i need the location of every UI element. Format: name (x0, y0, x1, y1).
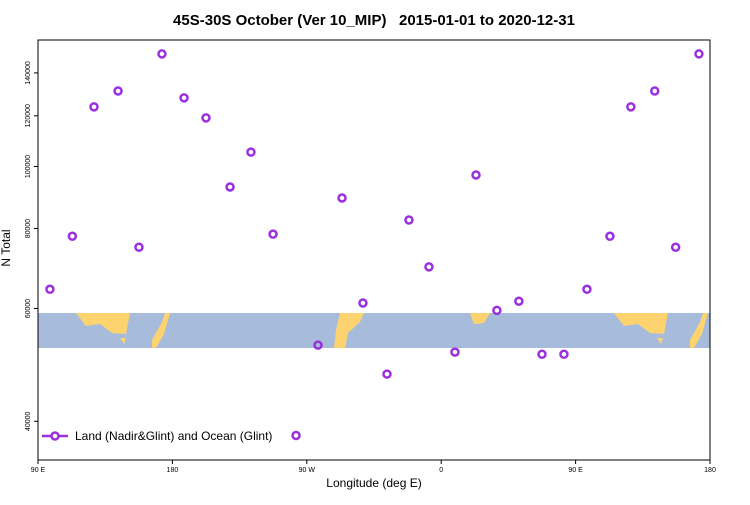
x-tick-label: 180 (167, 467, 179, 474)
point (649, 86, 660, 96)
y-tick-label: 120000 (25, 104, 32, 127)
y-tick-label: 80000 (25, 219, 32, 239)
point (605, 231, 615, 242)
point (404, 215, 414, 225)
point (358, 298, 368, 308)
point (337, 193, 347, 203)
x-tick-label: 180 (704, 467, 716, 474)
point (113, 86, 123, 96)
y-tick-label: 60000 (25, 299, 32, 319)
y-tick-label: 140000 (25, 61, 32, 84)
point (694, 49, 704, 59)
point (492, 305, 502, 316)
point (450, 347, 460, 357)
point (179, 93, 189, 103)
y-tick-label: 100000 (25, 155, 32, 178)
point (559, 349, 569, 360)
x-tick-label: 0 (439, 467, 443, 474)
point (67, 231, 78, 242)
point (537, 349, 547, 360)
point (424, 262, 434, 272)
legend-marker (50, 431, 60, 441)
point (201, 113, 211, 123)
x-tick-label: 90 W (299, 467, 316, 474)
x-axis-label: Longitude (deg E) (326, 476, 421, 490)
point (268, 229, 278, 239)
point (582, 284, 592, 295)
point (89, 102, 99, 112)
map-strip (38, 313, 710, 348)
legend-label: Land (Nadir&Glint) and Ocean (Glint) (75, 429, 272, 443)
point (471, 170, 481, 180)
point (626, 102, 636, 112)
x-tick-label: 90 E (568, 467, 583, 474)
chart-title: 45S-30S October (Ver 10_MIP) 2015-01-01 … (173, 12, 575, 29)
point (382, 369, 392, 379)
plot-frame (37, 39, 711, 461)
point (291, 430, 301, 441)
point (246, 147, 256, 157)
point (157, 49, 167, 59)
point (134, 242, 144, 252)
x-tick-label: 90 E (31, 467, 46, 474)
point (313, 340, 323, 350)
point (225, 182, 235, 192)
point (45, 284, 55, 295)
point (670, 242, 681, 252)
y-tick-label: 40000 (25, 411, 32, 431)
point (514, 296, 524, 306)
y-axis-label: N Total (0, 229, 13, 266)
